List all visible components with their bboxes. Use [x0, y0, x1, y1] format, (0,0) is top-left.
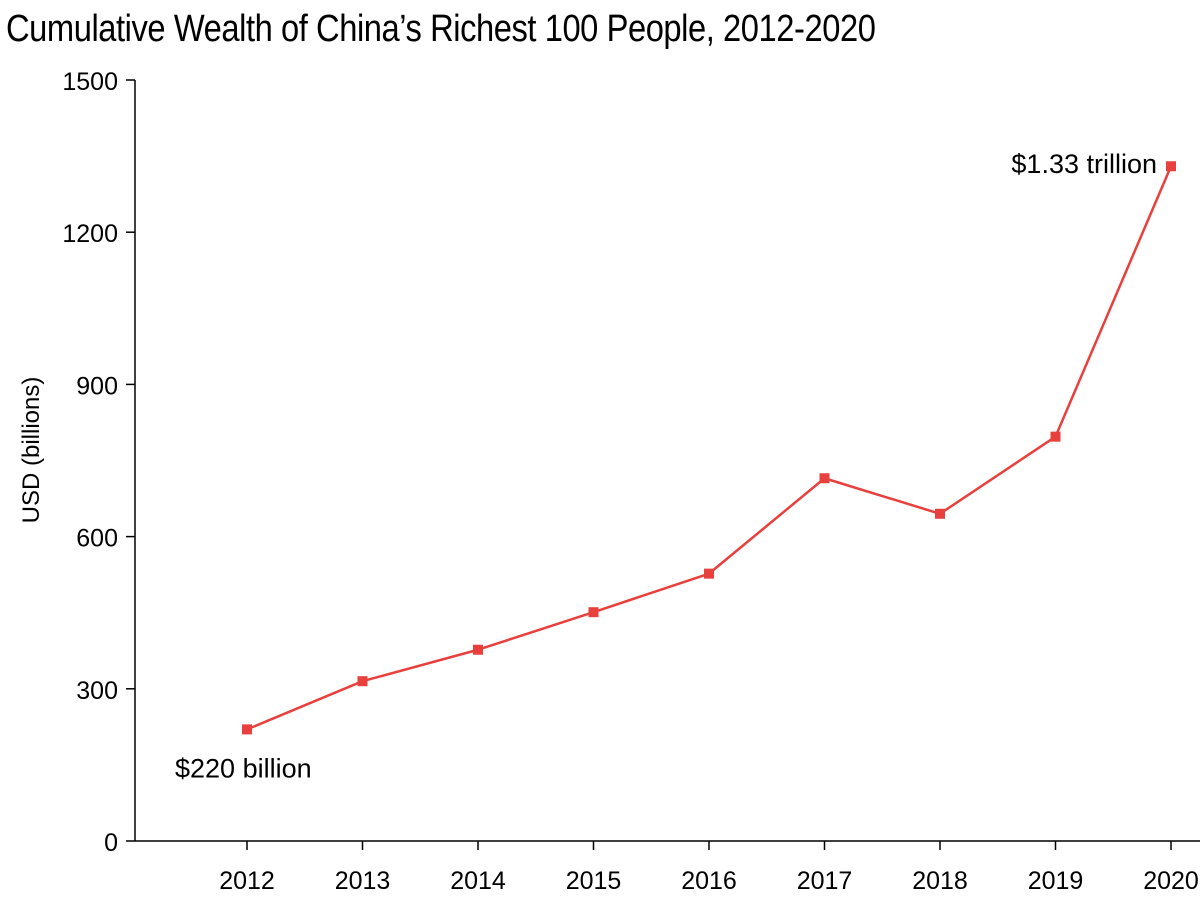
x-tick-label: 2013 [335, 867, 391, 895]
annotation-end: $1.33 trillion [1011, 149, 1157, 179]
data-point [1166, 161, 1176, 172]
data-point [1050, 431, 1061, 442]
data-point [357, 676, 368, 687]
y-tick-label: 300 [76, 677, 118, 705]
y-tick-label: 0 [104, 829, 118, 857]
y-tick-label: 1200 [62, 220, 118, 248]
data-point [704, 568, 714, 579]
x-tick-label: 2018 [912, 867, 968, 895]
data-point [473, 644, 483, 655]
x-tick-label: 2019 [1028, 867, 1084, 895]
y-tick-label: 900 [76, 372, 118, 400]
x-tick-label: 2012 [219, 867, 275, 895]
y-axis-label: USD (billions) [18, 377, 45, 524]
x-tick-label: 2020 [1143, 867, 1199, 895]
data-point [588, 607, 599, 618]
y-tick-label: 600 [76, 525, 118, 553]
data-point [935, 508, 945, 519]
data-point [242, 724, 252, 735]
y-tick-label: 1500 [62, 68, 118, 96]
series-line [246, 165, 1173, 731]
x-tick-label: 2014 [450, 867, 506, 895]
chart-title: Cumulative Wealth of China’s Richest 100… [6, 8, 876, 50]
x-tick-label: 2015 [566, 867, 622, 895]
data-point [819, 473, 830, 484]
x-tick-label: 2016 [681, 867, 737, 895]
x-tick-label: 2017 [797, 867, 853, 895]
annotation-start: $220 billion [175, 753, 312, 783]
